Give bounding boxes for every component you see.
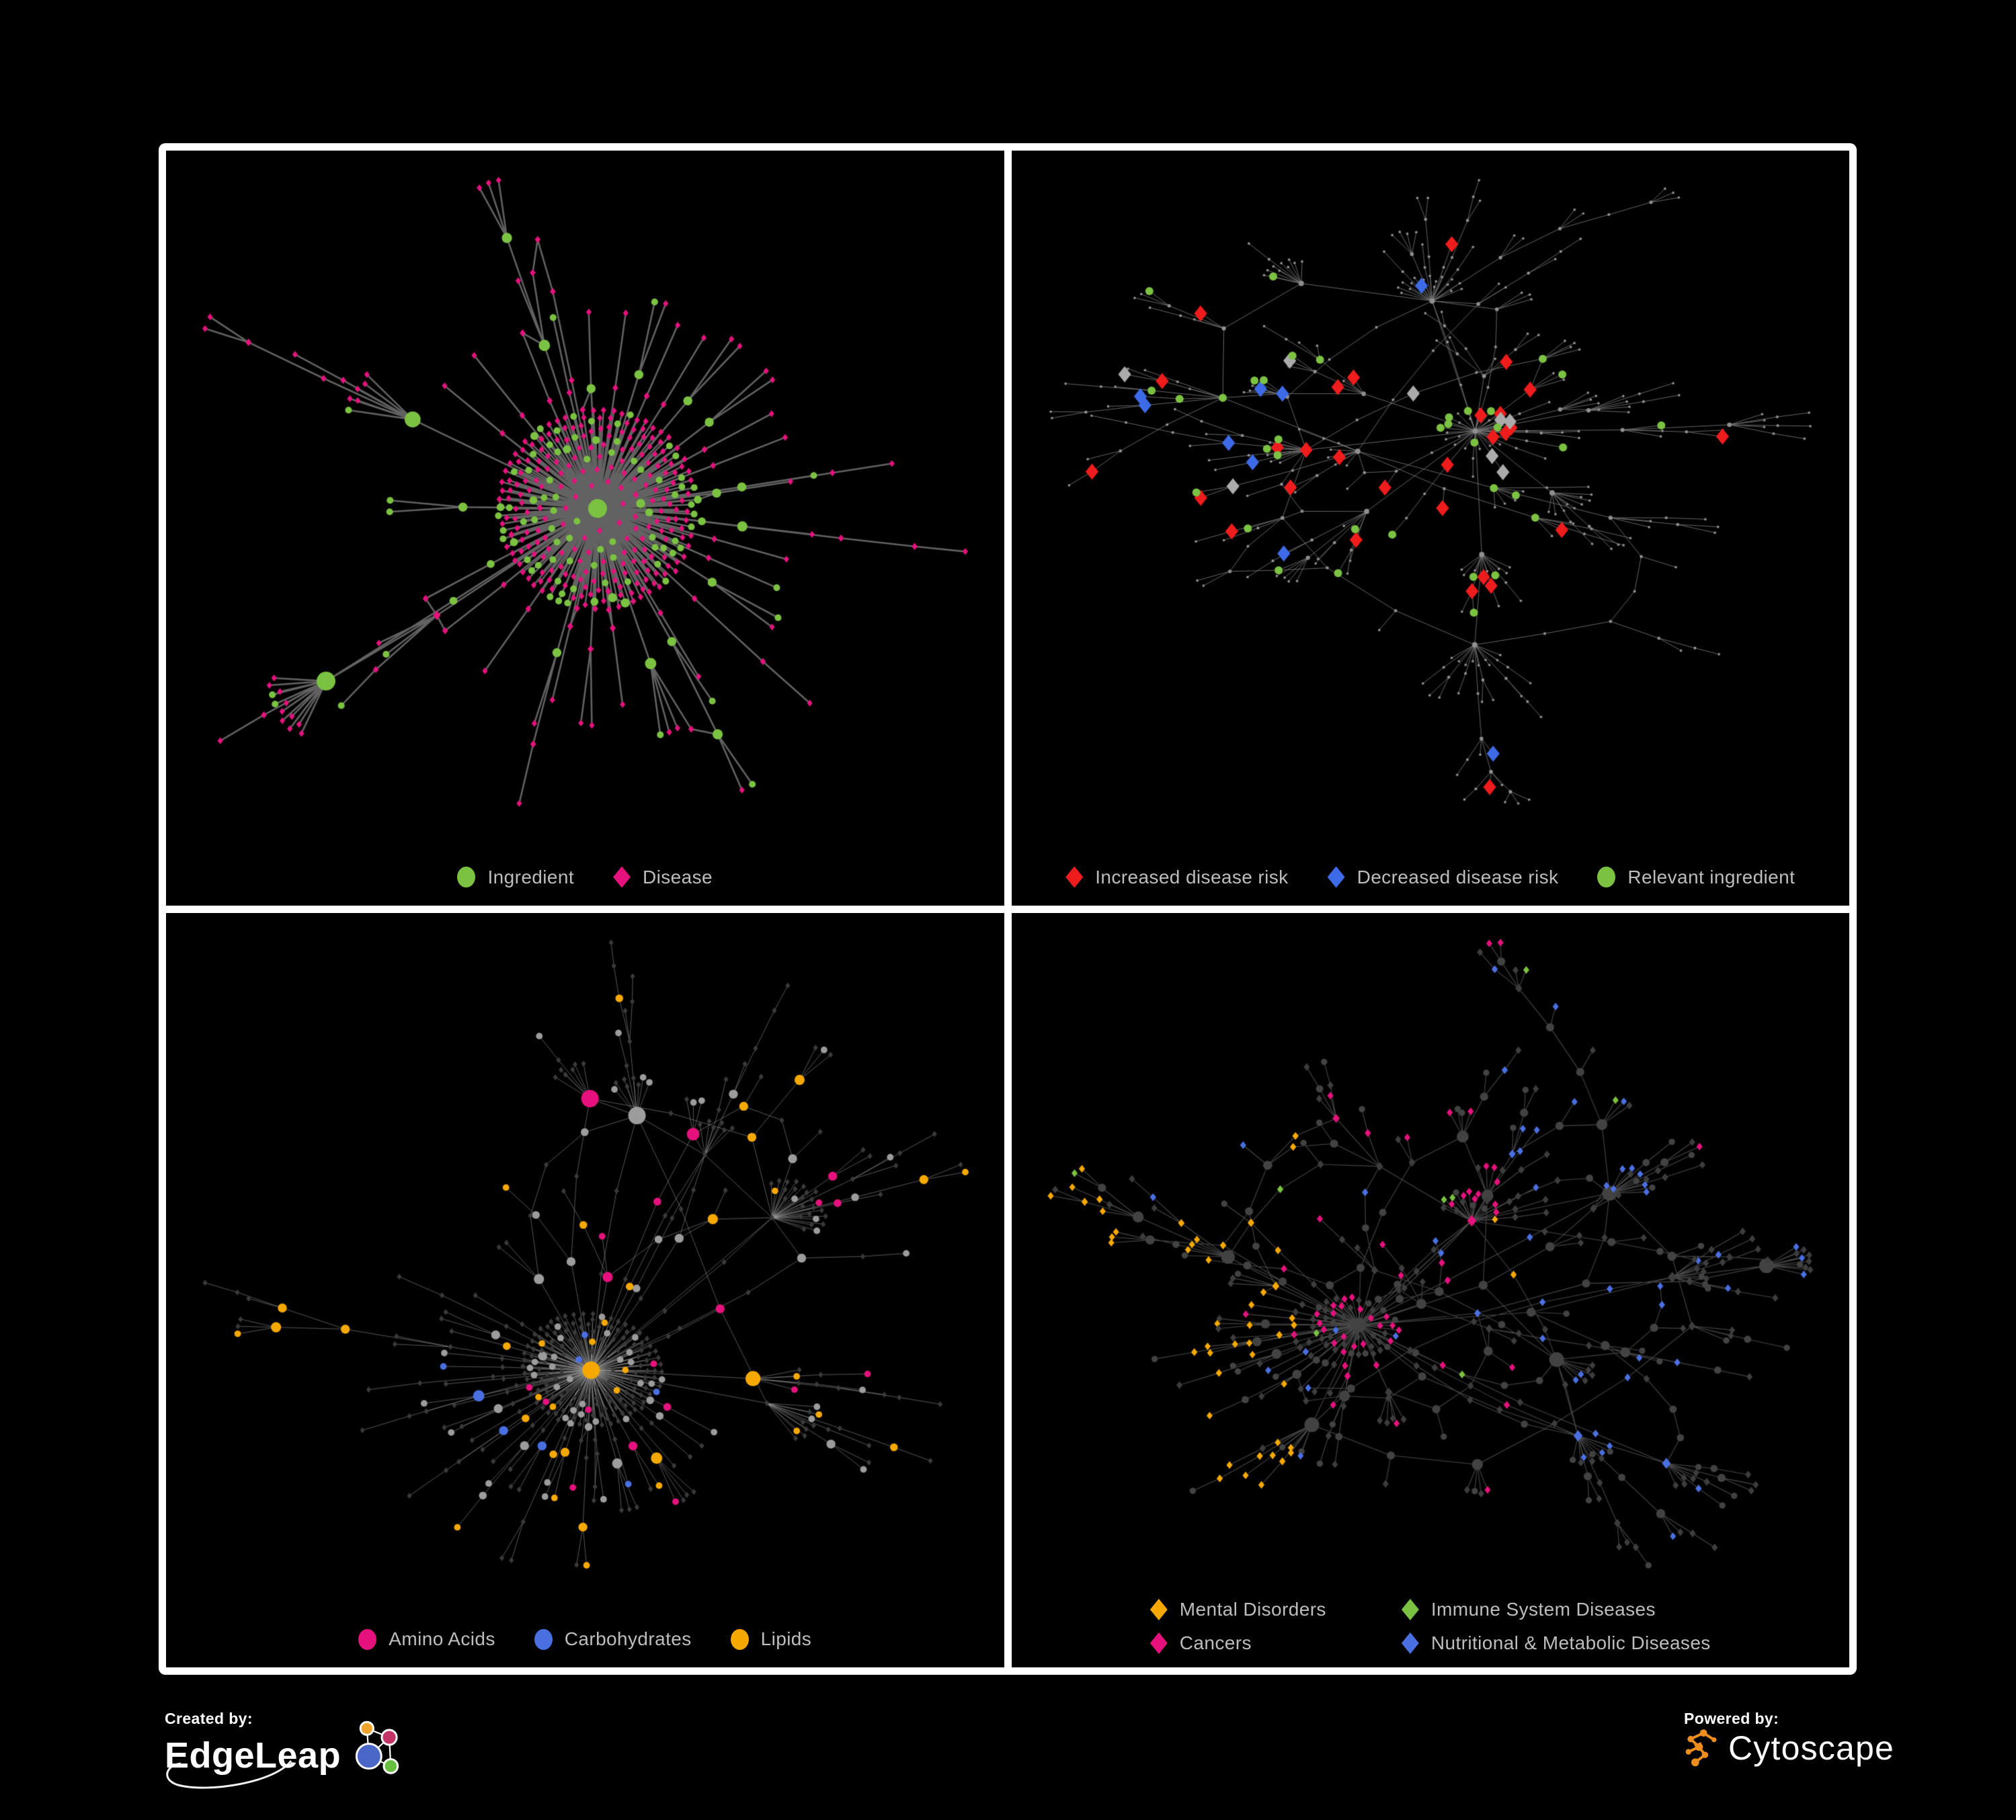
edgeleap-wordmark: EdgeLeap xyxy=(165,1735,341,1776)
powered-by-label: Powered by: xyxy=(1684,1710,1779,1727)
legend-label: Cancers xyxy=(1179,1632,1252,1653)
legend-item-immune-system-diseases: Immune System Diseases xyxy=(1401,1599,1711,1620)
lipids-circle-icon xyxy=(730,1628,749,1650)
legend-item-carbohydrates: Carbohydrates xyxy=(534,1628,692,1650)
nutritional-metabolic-diamond-icon xyxy=(1401,1632,1419,1654)
disease-risk-network-canvas xyxy=(1011,151,1849,906)
ingredient-circle-icon xyxy=(457,867,476,887)
cancers-diamond-icon xyxy=(1150,1632,1168,1654)
ingredient-class-legend: Amino Acids Carbohydrates Lipids xyxy=(166,1628,1004,1650)
legend-item-decreased-risk: Decreased disease risk xyxy=(1327,866,1559,888)
edgeleap-credit: Created by: EdgeLeap xyxy=(165,1710,403,1782)
disease-diamond-icon xyxy=(613,866,631,888)
legend-item-mental-disorders: Mental Disorders xyxy=(1150,1599,1326,1620)
legend-label: Lipids xyxy=(760,1628,812,1649)
panel-disease-risk: Increased disease risk Decreased disease… xyxy=(1011,151,1850,906)
legend-label: Relevant ingredient xyxy=(1627,866,1796,887)
figure-frame: Ingredient Disease Increased disease ris… xyxy=(159,143,1857,1675)
legend-item-nutritional-metabolic-diseases: Nutritional & Metabolic Diseases xyxy=(1401,1632,1711,1654)
legend-item-increased-risk: Increased disease risk xyxy=(1065,866,1289,888)
amino-acids-circle-icon xyxy=(358,1628,377,1650)
edgeleap-network-icon xyxy=(355,1720,399,1774)
ingredient-disease-network-canvas xyxy=(166,151,1004,906)
legend-label: Carbohydrates xyxy=(564,1628,692,1649)
legend-label: Disease xyxy=(643,866,713,887)
ingredient-disease-legend: Ingredient Disease xyxy=(166,866,1004,888)
legend-label: Ingredient xyxy=(487,866,575,887)
edgeleap-swoosh-curve xyxy=(166,1760,292,1789)
immune-system-diamond-icon xyxy=(1401,1599,1419,1620)
legend-label: Mental Disorders xyxy=(1179,1599,1326,1620)
panel-ingredient-disease: Ingredient Disease xyxy=(166,151,1004,906)
cytoscape-credit: Powered by: Cytoscape xyxy=(1684,1710,1894,1767)
decreased-risk-diamond-icon xyxy=(1327,866,1345,888)
legend-label: Amino Acids xyxy=(389,1628,495,1649)
increased-risk-diamond-icon xyxy=(1065,866,1084,888)
cytoscape-network-icon xyxy=(1685,1729,1717,1767)
legend-item-amino-acids: Amino Acids xyxy=(358,1628,495,1650)
legend-label: Immune System Diseases xyxy=(1430,1599,1656,1620)
legend-label: Increased disease risk xyxy=(1095,866,1289,887)
legend-item-lipids: Lipids xyxy=(730,1628,812,1650)
legend-item-relevant-ingredient: Relevant ingredient xyxy=(1597,867,1795,888)
carbohydrates-circle-icon xyxy=(534,1628,553,1650)
legend-label: Decreased disease risk xyxy=(1357,866,1559,887)
legend-item-ingredient: Ingredient xyxy=(457,867,574,888)
created-by-label: Created by: xyxy=(165,1710,253,1727)
cytoscape-wordmark: Cytoscape xyxy=(1728,1729,1895,1767)
ingredient-class-network-canvas xyxy=(166,912,1004,1667)
legend-label: Nutritional & Metabolic Diseases xyxy=(1430,1632,1711,1653)
disease-risk-legend: Increased disease risk Decreased disease… xyxy=(1012,866,1850,888)
mental-disorders-diamond-icon xyxy=(1150,1599,1168,1620)
disease-class-legend: Mental Disorders Immune System Diseases … xyxy=(1012,1599,1850,1654)
legend-item-disease: Disease xyxy=(613,866,713,888)
panel-ingredient-classes: Amino Acids Carbohydrates Lipids xyxy=(166,912,1004,1667)
legend-item-cancers: Cancers xyxy=(1150,1632,1326,1654)
relevant-ingredient-circle-icon xyxy=(1597,867,1616,887)
panel-disease-classes: Mental Disorders Immune System Diseases … xyxy=(1011,912,1850,1667)
disease-class-network-canvas xyxy=(1011,912,1849,1667)
